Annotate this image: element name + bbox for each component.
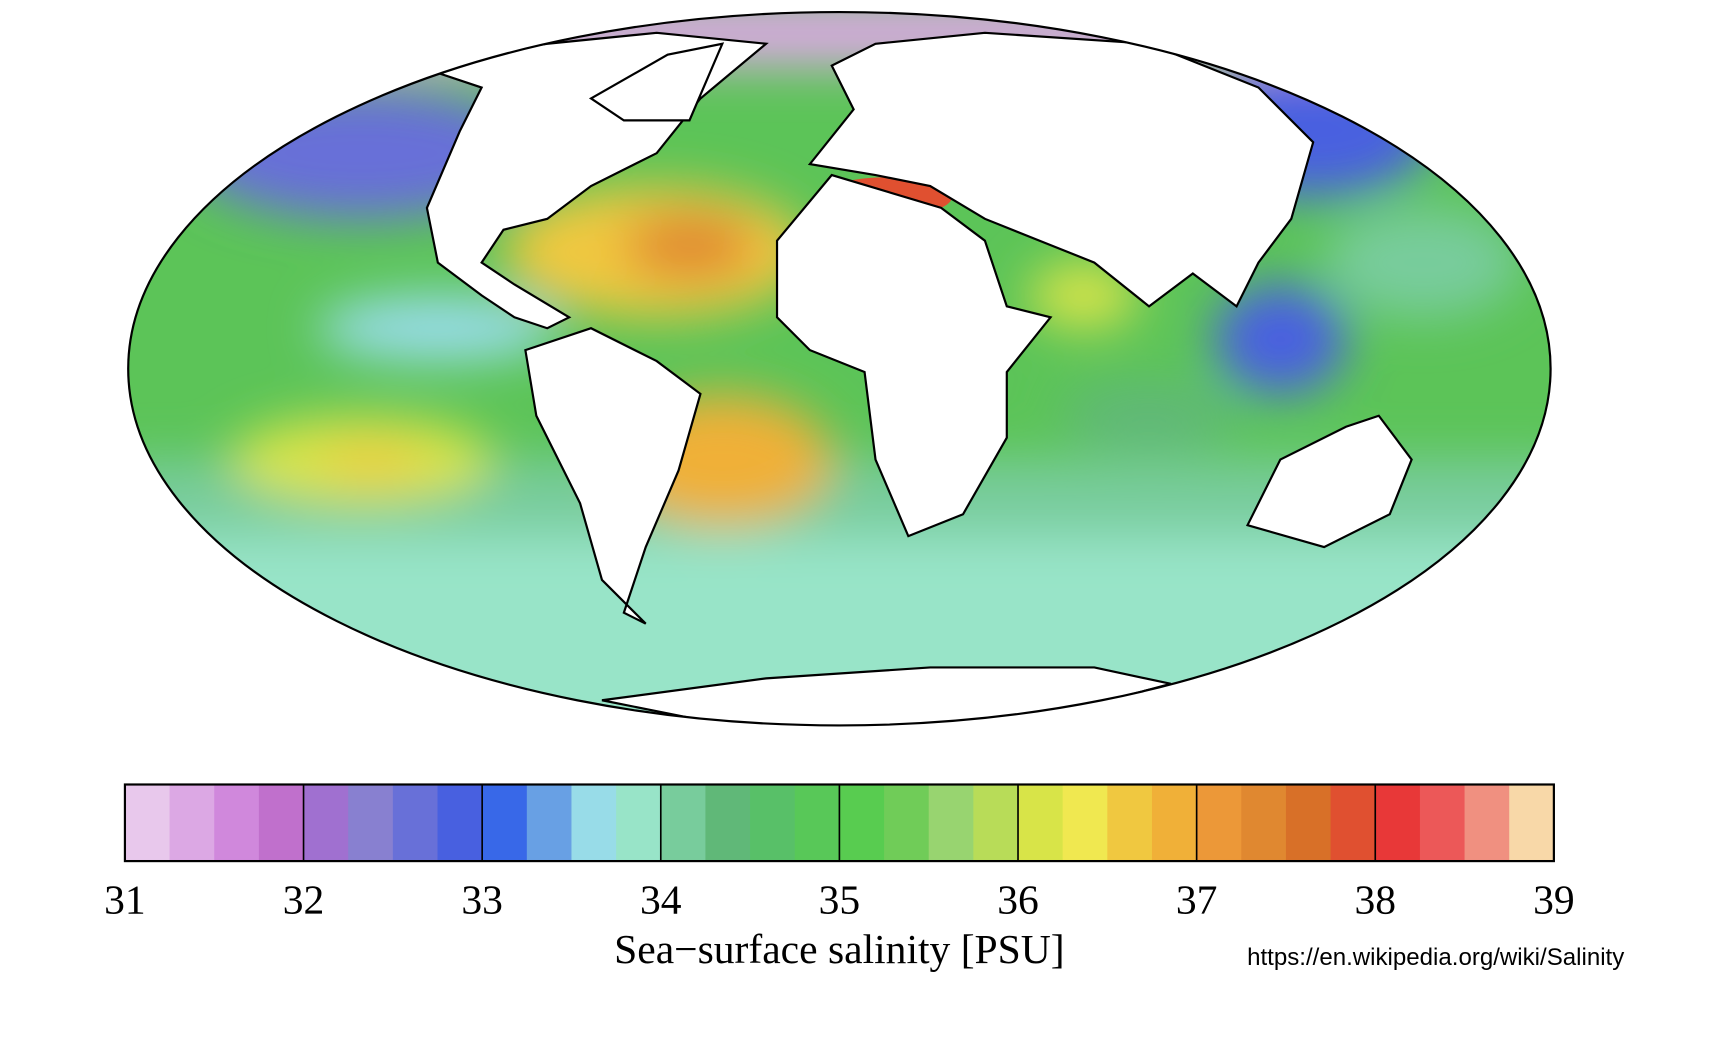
salinity-map <box>128 12 1551 726</box>
colorbar-swatch <box>1018 784 1064 862</box>
colorbar-tick-label: 37 <box>1176 877 1218 923</box>
colorbar-tick-label: 33 <box>461 877 503 923</box>
colorbar-swatch <box>750 784 796 862</box>
colorbar-label: Sea−surface salinity [PSU] <box>614 926 1065 972</box>
colorbar-swatch <box>1464 784 1510 862</box>
colorbar-swatch <box>303 784 349 862</box>
colorbar-swatch <box>884 784 930 862</box>
colorbar-swatch <box>839 784 885 862</box>
source-url: https://en.wikipedia.org/wiki/Salinity <box>1247 944 1624 971</box>
colorbar-tick-label: 36 <box>997 877 1039 923</box>
colorbar-swatch <box>526 784 573 862</box>
colorbar-swatch <box>1330 784 1376 862</box>
colorbar-swatch <box>1151 784 1198 862</box>
colorbar-tick-label: 35 <box>819 877 861 923</box>
colorbar-swatch <box>1107 784 1153 862</box>
colorbar-swatch <box>124 784 171 862</box>
colorbar-swatch <box>214 784 260 862</box>
colorbar-swatch <box>348 784 394 862</box>
colorbar-swatch <box>794 784 840 862</box>
colorbar-swatch <box>973 784 1019 862</box>
colorbar-swatch <box>1241 784 1287 862</box>
colorbar-swatch <box>928 784 974 862</box>
colorbar-swatch <box>1509 784 1555 862</box>
colorbar-swatch <box>482 784 528 862</box>
colorbar-swatch <box>437 784 483 862</box>
colorbar-swatch <box>258 784 305 862</box>
colorbar-tick-label: 32 <box>283 877 325 923</box>
colorbar-swatch <box>1062 784 1108 862</box>
colorbar-tick-label: 34 <box>640 877 682 923</box>
colorbar-swatch <box>392 784 439 862</box>
colorbar-swatch <box>1196 784 1242 862</box>
colorbar-swatch <box>169 784 215 862</box>
colorbar-swatch <box>1375 784 1421 862</box>
colorbar-swatch <box>660 784 706 862</box>
colorbar-swatch <box>705 784 751 862</box>
colorbar-tick-label: 31 <box>104 877 146 923</box>
colorbar-swatch <box>571 784 617 862</box>
colorbar-swatch <box>616 784 662 862</box>
colorbar-tick-label: 38 <box>1354 877 1396 923</box>
colorbar: 31 32 33 34 35 36 37 38 39 <box>104 783 1575 923</box>
colorbar-tick-label: 39 <box>1533 877 1575 923</box>
colorbar-swatch <box>1419 784 1466 862</box>
map-frame <box>127 10 1552 727</box>
colorbar-swatch <box>1285 784 1332 862</box>
